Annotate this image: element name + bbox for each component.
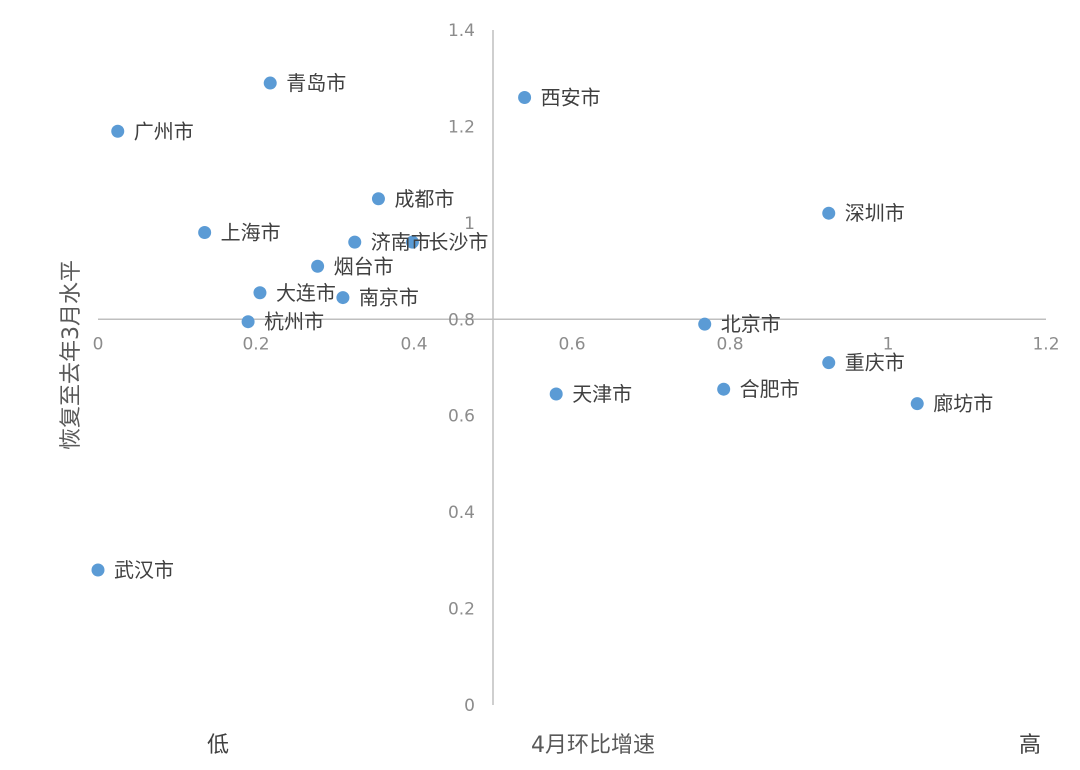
- x-tick-label: 0.8: [716, 334, 743, 354]
- data-point: [910, 397, 924, 411]
- point-label: 长沙市: [428, 230, 488, 254]
- x-tick-label: 0.4: [400, 334, 427, 354]
- x-high-label: 高: [1019, 733, 1041, 758]
- x-axis-title: 4月环比增速: [531, 733, 655, 758]
- data-point: [822, 206, 836, 220]
- point-label: 西安市: [541, 86, 601, 110]
- axes: [98, 30, 1046, 705]
- point-label: 武汉市: [114, 558, 174, 582]
- data-point: [253, 286, 267, 300]
- x-low-label: 低: [207, 733, 229, 758]
- y-tick-labels: 0 0.2 0.4 0.6 0.8 1 1.2 1.4: [448, 21, 475, 716]
- y-tick-label: 0.8: [448, 310, 475, 330]
- data-point: [91, 563, 105, 577]
- x-tick-labels: 0 0.2 0.4 0.6 0.8 1 1.2: [93, 334, 1060, 354]
- x-tick-label: 0.6: [558, 334, 585, 354]
- data-point: [405, 235, 419, 249]
- data-point: [371, 192, 385, 206]
- data-point: [549, 387, 563, 401]
- point-label: 成都市: [394, 187, 454, 211]
- point-label: 合肥市: [740, 377, 800, 401]
- data-point: [717, 382, 731, 396]
- data-point: [822, 356, 836, 370]
- y-tick-label: 0.4: [448, 503, 475, 523]
- point-label: 烟台市: [334, 254, 394, 278]
- point-label: 深圳市: [845, 201, 905, 225]
- point-label: 杭州市: [264, 310, 324, 334]
- y-tick-label: 1.2: [448, 117, 475, 137]
- point-label: 廊坊市: [933, 392, 993, 416]
- x-tick-label: 0.2: [242, 334, 269, 354]
- point-label: 重庆市: [845, 351, 905, 375]
- data-point: [241, 315, 255, 329]
- data-point: [518, 91, 532, 104]
- data-point: [111, 124, 125, 138]
- x-tick-label: 1.2: [1032, 334, 1059, 354]
- data-point: [263, 76, 277, 90]
- point-label: 天津市: [572, 382, 632, 406]
- data-point: [698, 317, 712, 331]
- data-point: [198, 226, 212, 239]
- data-points: [91, 76, 924, 577]
- x-tick-label: 0: [93, 334, 104, 354]
- y-tick-label: 0.2: [448, 600, 475, 620]
- point-label: 济南市: [371, 230, 431, 254]
- y-tick-label: 1: [464, 214, 475, 234]
- point-label: 南京市: [359, 286, 419, 310]
- point-label: 北京市: [721, 312, 781, 336]
- y-tick-label: 0.6: [448, 407, 475, 427]
- point-label: 大连市: [276, 281, 336, 305]
- point-label: 上海市: [221, 221, 281, 245]
- point-label: 广州市: [134, 119, 194, 143]
- data-point: [311, 259, 325, 273]
- y-tick-label: 0: [464, 696, 475, 716]
- point-label: 青岛市: [286, 71, 346, 95]
- y-axis-title: 恢复至去年3月水平: [59, 260, 84, 450]
- data-point: [336, 291, 350, 305]
- data-point: [348, 235, 362, 249]
- y-tick-label: 1.4: [448, 21, 475, 41]
- x-tick-label: 1: [883, 334, 894, 354]
